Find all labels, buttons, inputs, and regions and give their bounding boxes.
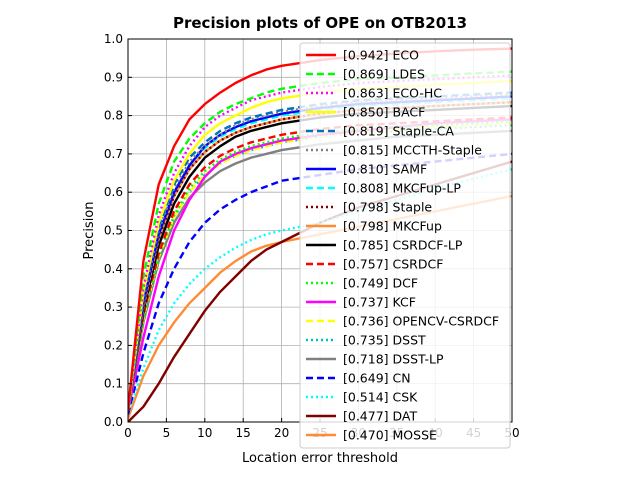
legend-entry-dcf: [0.749] DCF bbox=[343, 276, 418, 291]
legend-entry-csrdcf: [0.757] CSRDCF bbox=[343, 257, 443, 272]
y-tick-label: 0.3 bbox=[104, 300, 123, 314]
legend-entry-mosse: [0.470] MOSSE bbox=[343, 428, 437, 443]
legend-entry-staple-ca: [0.819] Staple-CA bbox=[343, 124, 454, 139]
legend-entry-opencv-csrdcf: [0.736] OPENCV-CSRDCF bbox=[343, 314, 499, 329]
series-line-dcf bbox=[128, 120, 512, 411]
y-tick-label: 0.5 bbox=[104, 224, 123, 238]
legend-entry-samf: [0.810] SAMF bbox=[343, 162, 427, 177]
y-tick-label: 0.6 bbox=[104, 185, 123, 199]
legend-box bbox=[299, 42, 511, 449]
legend-entry-bacf: [0.850] BACF bbox=[343, 105, 425, 120]
x-tick-label: 0 bbox=[124, 426, 132, 440]
legend-entry-eco: [0.942] ECO bbox=[343, 48, 419, 63]
legend-entry-csrdcf-lp: [0.785] CSRDCF-LP bbox=[343, 238, 463, 253]
legend-entry-mkcfup: [0.798] MKCFup bbox=[343, 219, 442, 234]
y-tick-label: 1.0 bbox=[104, 32, 123, 46]
y-tick-label: 0.7 bbox=[104, 147, 123, 161]
series-line-cn bbox=[128, 152, 512, 415]
series-line-eco-hc bbox=[128, 74, 512, 411]
legend-entry-staple: [0.798] Staple bbox=[343, 200, 432, 215]
x-tick-label: 5 bbox=[163, 426, 171, 440]
legend: [0.942] ECO [0.869] LDES [0.863] ECO-HC [0.… bbox=[299, 42, 511, 449]
legend-entry-csk: [0.514] CSK bbox=[343, 390, 418, 405]
chart-title: Precision plots of OPE on OTB2013 bbox=[173, 14, 467, 32]
legend-entry-dsst-lp: [0.718] DSST-LP bbox=[343, 352, 444, 367]
series-line-csrdcf bbox=[128, 116, 512, 411]
y-tick-label: 0.0 bbox=[104, 415, 123, 429]
y-tick-label: 0.4 bbox=[104, 262, 123, 276]
legend-entry-ldes: [0.869] LDES bbox=[343, 67, 425, 82]
y-axis-label: Precision bbox=[82, 201, 97, 259]
legend-entry-mkcfup-lp: [0.808] MKCFup-LP bbox=[343, 181, 461, 196]
x-axis-label: Location error threshold bbox=[242, 451, 398, 466]
legend-entry-dat: [0.477] DAT bbox=[343, 409, 417, 424]
y-tick-label: 0.1 bbox=[104, 377, 123, 391]
x-tick-label: 15 bbox=[236, 426, 251, 440]
series-line-staple bbox=[128, 101, 512, 411]
x-tick-label: 10 bbox=[197, 426, 212, 440]
y-tick-label: 0.9 bbox=[104, 70, 123, 84]
x-tick-label: 20 bbox=[274, 426, 289, 440]
y-tick-label: 0.2 bbox=[104, 338, 123, 352]
y-tick-label: 0.8 bbox=[104, 109, 123, 123]
legend-entry-eco-hc: [0.863] ECO-HC bbox=[343, 86, 442, 101]
legend-entry-kcf: [0.737] KCF bbox=[343, 295, 416, 310]
legend-entry-cn: [0.649] CN bbox=[343, 371, 411, 386]
legend-entry-mccth-staple: [0.815] MCCTH-Staple bbox=[343, 143, 482, 158]
legend-entry-dsst: [0.735] DSST bbox=[343, 333, 426, 348]
